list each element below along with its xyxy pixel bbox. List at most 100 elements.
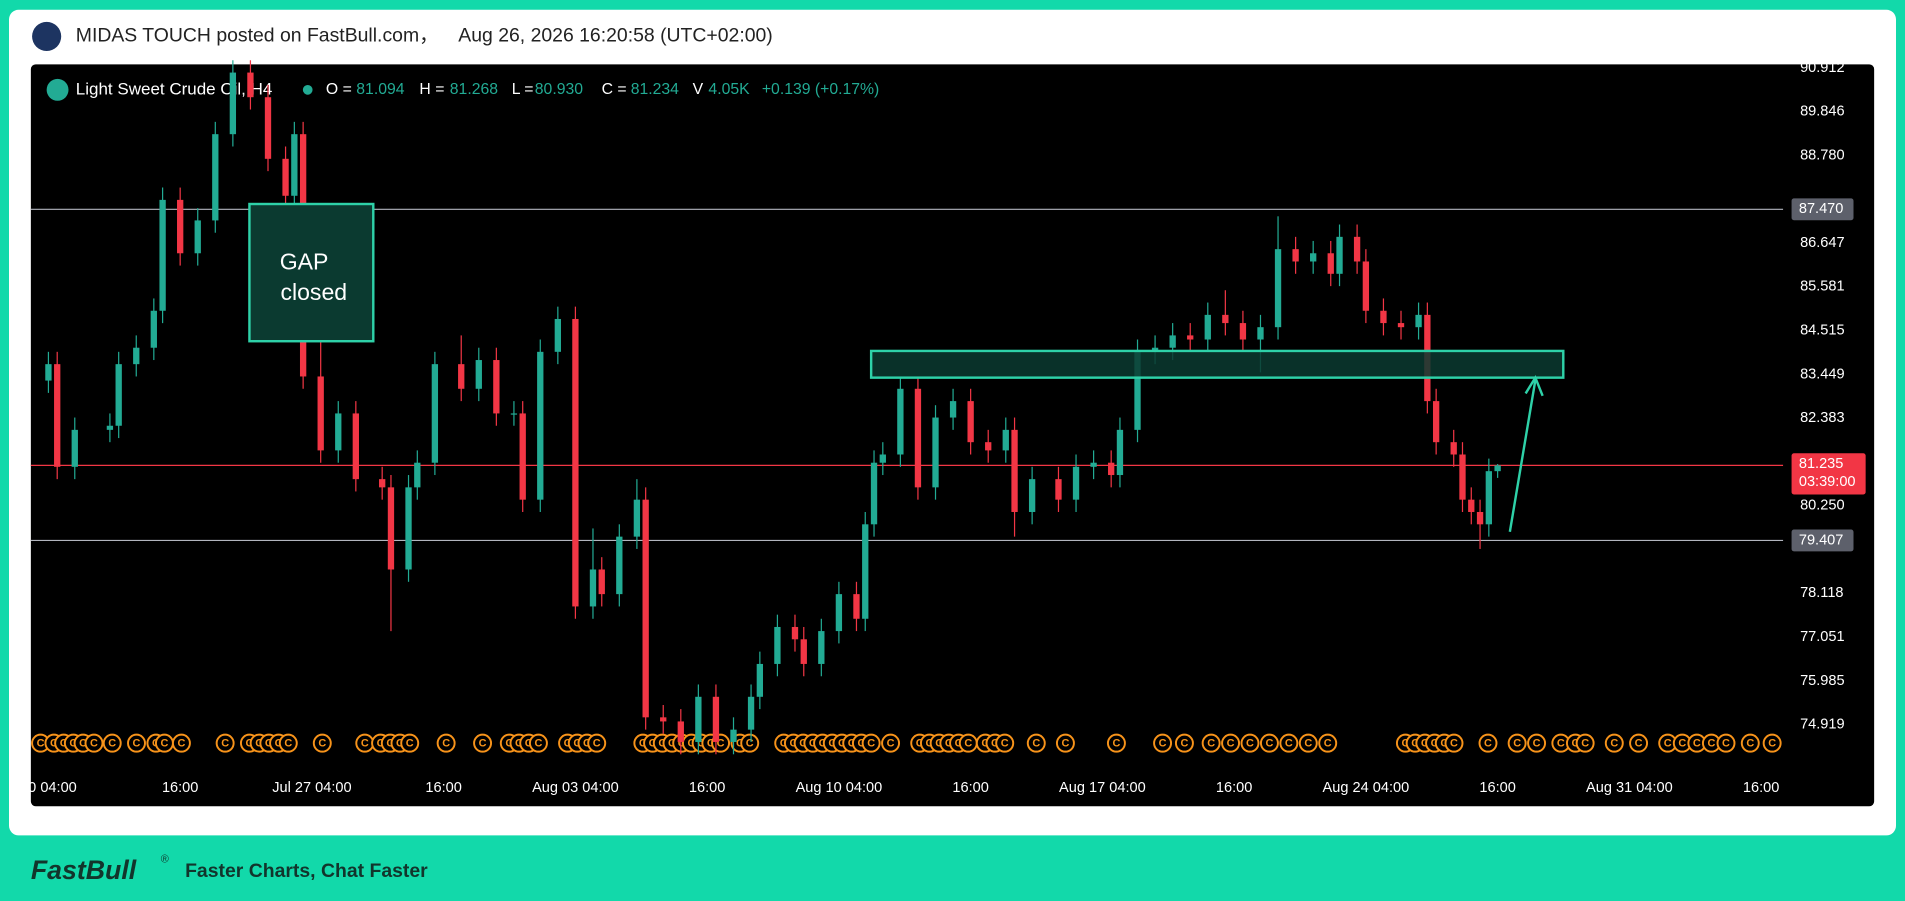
- candle-body: [54, 364, 61, 467]
- event-marker-label: C: [177, 738, 185, 750]
- event-marker: [1740, 733, 1760, 753]
- candle-body: [194, 220, 201, 254]
- event-marker-label: C: [265, 738, 273, 750]
- event-marker-label: C: [857, 738, 865, 750]
- event-marker-label: C: [79, 738, 87, 750]
- event-marker-label: C: [1678, 738, 1686, 750]
- event-marker-label: C: [1746, 738, 1754, 750]
- event-marker-label: C: [1768, 738, 1776, 750]
- event-marker-label: C: [809, 738, 817, 750]
- x-tick-label: 16:00: [1479, 780, 1515, 796]
- event-marker-label: C: [1513, 738, 1521, 750]
- event-marker: [740, 733, 760, 753]
- candle-body: [1090, 462, 1097, 467]
- event-marker-label: C: [1180, 738, 1188, 750]
- candle-body: [1187, 335, 1194, 340]
- event-marker-label: C: [1265, 738, 1273, 750]
- legend-value: 4.05K: [708, 81, 750, 98]
- candle-body: [431, 364, 439, 463]
- event-marker-label: C: [955, 738, 963, 750]
- event-marker-label: C: [1032, 738, 1040, 750]
- candle-body: [897, 388, 904, 455]
- event-marker-label: C: [1571, 738, 1579, 750]
- event-marker-label: C: [925, 738, 933, 750]
- candle-body: [791, 626, 799, 640]
- event-marker-label: C: [1581, 738, 1589, 750]
- legend-value: 81.094: [356, 81, 404, 98]
- y-tick-label: 83.449: [1800, 366, 1845, 382]
- x-tick-label: Aug 03 04:00: [532, 780, 619, 796]
- event-marker-label: C: [1707, 738, 1715, 750]
- event-marker-label: C: [573, 738, 581, 750]
- event-marker-label: C: [396, 738, 404, 750]
- y-tick-label: 90.912: [1800, 60, 1845, 76]
- candle-body: [1134, 351, 1141, 430]
- event-marker-label: C: [746, 738, 754, 750]
- event-marker: [1762, 733, 1782, 753]
- candle-body: [1397, 323, 1405, 328]
- event-marker-label: C: [1533, 738, 1541, 750]
- candle-body: [1116, 429, 1124, 476]
- candle-body: [1028, 479, 1036, 512]
- candle-body: [264, 97, 272, 159]
- event-marker-label: C: [1664, 738, 1672, 750]
- event-marker-label: C: [60, 738, 68, 750]
- event-marker-label: C: [981, 738, 989, 750]
- event-marker: [436, 733, 456, 753]
- arrow-head: [1524, 374, 1544, 397]
- candle-body: [1257, 327, 1264, 340]
- price-badge: [1791, 529, 1854, 552]
- event-marker-label: C: [838, 738, 846, 750]
- candle-body: [510, 413, 518, 415]
- candle-body: [818, 631, 825, 664]
- event-marker: [1201, 733, 1221, 753]
- candle-body: [1336, 236, 1343, 274]
- event-marker-label: C: [284, 738, 292, 750]
- candle-body: [967, 401, 974, 443]
- candle-body: [1353, 236, 1361, 262]
- event-marker-label: C: [108, 738, 116, 750]
- candle-body: [853, 594, 860, 619]
- event-marker-label: C: [442, 738, 450, 750]
- event-marker-label: C: [1610, 738, 1618, 750]
- event-marker: [1174, 733, 1194, 753]
- author-line: MIDAS TOUCH posted on FastBull.com，: [76, 25, 439, 47]
- chart-panel: [30, 64, 1875, 807]
- event-marker-label: C: [69, 738, 77, 750]
- x-tick-label: Aug 31 04:00: [1586, 780, 1673, 796]
- event-marker: [1026, 733, 1046, 753]
- status-dot: [302, 85, 313, 95]
- x-tick-label: Aug 10 04:00: [796, 780, 883, 796]
- candle-body: [1362, 261, 1370, 311]
- legend-value: 80.930: [535, 81, 583, 98]
- candle-body: [598, 569, 605, 595]
- event-marker-label: C: [717, 738, 725, 750]
- candle-body: [1108, 462, 1115, 476]
- y-tick-label: 77.051: [1800, 629, 1845, 645]
- event-marker-label: C: [1304, 738, 1312, 750]
- y-tick-label: 88.780: [1800, 147, 1845, 163]
- event-marker: [1240, 733, 1260, 753]
- candle-body: [115, 364, 122, 426]
- event-marker-label: C: [945, 738, 953, 750]
- event-marker: [1298, 733, 1318, 753]
- candle-body: [1494, 465, 1501, 472]
- candle-body: [537, 351, 544, 500]
- event-marker: [278, 733, 298, 753]
- event-marker-label: C: [1411, 738, 1419, 750]
- legend-key: H =: [419, 81, 444, 98]
- candle-body: [1468, 499, 1475, 512]
- event-marker: [1055, 733, 1075, 753]
- event-marker: [473, 733, 493, 753]
- event-marker-label: C: [377, 738, 385, 750]
- candle-body: [1310, 253, 1317, 262]
- brand: FastBull: [31, 855, 137, 885]
- candle-body: [414, 462, 421, 488]
- candle-body: [1274, 249, 1282, 328]
- gap-label: GAP: [280, 249, 329, 275]
- event-marker-label: C: [255, 738, 263, 750]
- candle-body: [1380, 310, 1387, 324]
- event-marker-label: C: [819, 738, 827, 750]
- event-marker: [1153, 733, 1173, 753]
